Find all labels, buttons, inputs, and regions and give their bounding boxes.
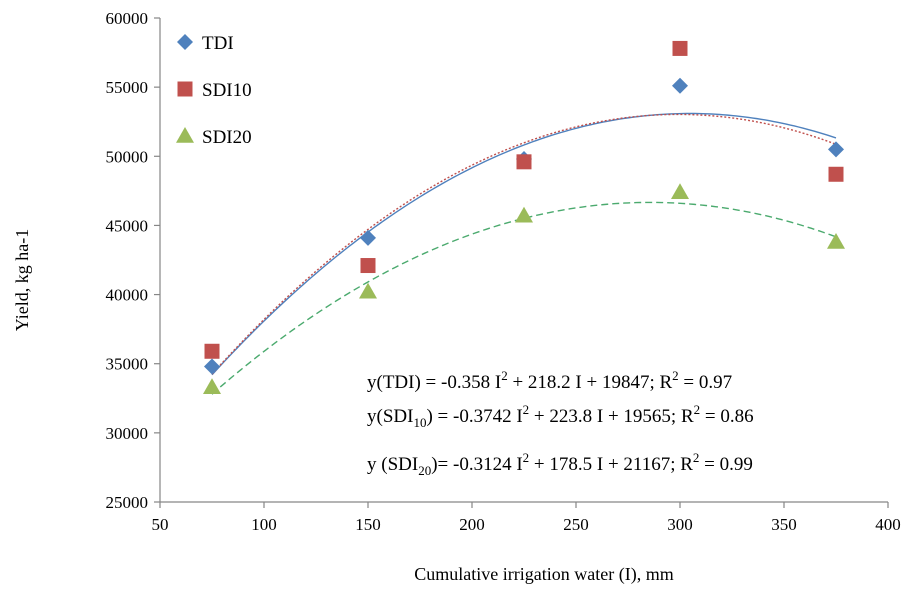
data-point-sdi10 [828,166,844,182]
legend-label-sdi20: SDI20 [202,127,252,148]
x-axis-title: Cumulative irrigation water (I), mm [414,564,673,585]
trend-lines [211,112,837,395]
y-tick-label: 60000 [106,9,149,28]
x-tick-label: 100 [251,515,277,534]
data-point-tdi [828,141,844,158]
trend-line-sdi20 [211,201,837,395]
data-point-sdi10 [516,154,532,170]
y-ticks: 25000 30000 35000 40000 45000 50000 55000 60000 [106,9,160,512]
equation-annotations: y(TDI) = -0.358 I2 + 218.2 I + 19847; R2… [367,368,754,478]
y-tick-label: 30000 [106,424,149,443]
x-ticks: 50 100 150 200 250 300 350 400 [152,502,901,534]
data-point-sdi20 [359,282,377,299]
legend-marker-tdi [177,34,193,50]
legend-marker-sdi20 [176,127,194,143]
data-point-sdi20 [671,183,689,199]
data-point-sdi20 [203,378,221,394]
data-point-tdi [204,358,220,375]
data-point-tdi [360,229,376,246]
legend-label-tdi: TDI [202,33,234,54]
trend-line-sdi10 [211,113,837,375]
x-tick-label: 250 [563,515,589,534]
data-point-sdi10 [204,343,220,359]
legend-label-sdi10: SDI10 [202,80,252,101]
axes [159,18,888,503]
y-axis-title: Yield, kg ha-1 [12,229,32,331]
y-tick-label: 40000 [106,286,149,305]
x-tick-label: 400 [875,515,901,534]
x-tick-label: 200 [459,515,485,534]
y-tick-label: 35000 [106,355,149,374]
y-tick-label: 55000 [106,78,149,97]
equation-1: y(TDI) = -0.358 I2 + 218.2 I + 19847; R2… [367,368,732,393]
y-tick-label: 50000 [106,147,149,166]
legend-marker-sdi10 [177,81,193,97]
equation-2: y(SDI10) = -0.3742 I2 + 223.8 I + 19565;… [367,402,754,430]
legend: TDI SDI10 SDI20 [176,33,252,148]
data-points [203,40,845,394]
data-point-sdi20 [515,206,533,223]
data-point-sdi10 [360,258,376,274]
x-tick-label: 300 [667,515,693,534]
data-point-sdi10 [672,40,688,56]
trend-line-tdi [211,112,837,376]
data-point-sdi20 [827,233,845,249]
y-tick-label: 25000 [106,493,149,512]
x-tick-label: 50 [152,515,169,534]
x-tick-label: 150 [355,515,381,534]
y-tick-label: 45000 [106,216,149,235]
x-tick-label: 350 [771,515,797,534]
data-point-tdi [672,77,688,94]
equation-3: y (SDI20)= -0.3124 I2 + 178.5 I + 21167;… [367,450,753,478]
